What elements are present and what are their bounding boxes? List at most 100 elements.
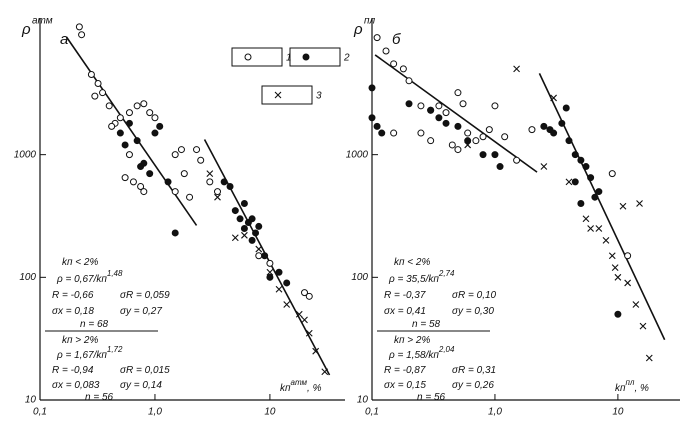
point [240,199,248,207]
annotation-text: R = -0,66 [52,290,94,301]
panel-letter: б [392,31,401,48]
annotation-sup: 1,72 [107,345,123,354]
annotation-text: σR = 0,31 [452,365,496,376]
point [275,268,283,276]
point [156,122,164,130]
point [283,279,291,287]
point [197,156,205,164]
y-label-sup: пл [364,16,376,27]
x-label-sup: пл [626,378,635,387]
point [214,193,221,201]
point [624,252,632,260]
y-tick-label: 1000 [346,149,369,160]
point [248,236,256,244]
point [301,289,309,297]
point [133,102,141,110]
annotation-text: σR = 0,059 [120,290,170,301]
point [252,229,260,237]
point [611,264,619,272]
annotation-text: n = 56 [417,392,446,403]
annotation: R = -0,87 [384,365,426,376]
annotation-text: σy = 0,26 [452,380,494,391]
point [571,178,579,186]
point [448,141,456,149]
annotation: kп > 2% [62,335,98,346]
annotation: σy = 0,26 [452,380,494,391]
point [587,174,595,182]
point [305,292,313,300]
point [399,65,407,73]
annotation-text: σy = 0,30 [452,306,494,317]
point [464,137,472,145]
point [78,31,86,39]
point [464,141,472,149]
point [427,137,435,145]
point [632,301,640,308]
annotation: n = 56 [417,392,446,403]
point [180,170,188,178]
point [513,156,521,164]
point [417,102,425,110]
y-tick-label: 100 [19,272,36,283]
x-label: kпатм, % [280,378,322,394]
annotation-text: σx = 0,083 [52,380,100,391]
point [619,202,627,210]
point [206,178,214,186]
point [405,77,413,85]
point [435,102,443,110]
annotation: ρ = 35,5/kп2,74 [388,269,455,285]
point [501,133,509,141]
point [255,222,263,230]
point [577,156,585,164]
point [390,129,398,137]
x-label-suffix: , % [634,383,649,394]
point [305,329,313,337]
annotation: σR = 0,31 [452,365,496,376]
annotation: σx = 0,41 [384,306,426,317]
annotation-text: R = -0,37 [384,290,426,301]
annotation: σR = 0,059 [120,290,170,301]
point [137,183,145,191]
point [464,129,472,137]
point [220,178,228,186]
legend-label: 1 [286,53,292,64]
legend-marker [274,91,282,99]
point [540,122,548,130]
point [186,193,194,201]
point [121,174,129,182]
annotation-text: kп < 2% [62,257,98,268]
point [213,188,221,196]
point [266,273,274,281]
annotation: ρ = 1,67/kп1,72 [56,345,123,361]
x-tick-label: 1,0 [148,407,162,418]
point [591,193,599,201]
point [295,310,303,318]
point [255,252,263,260]
point [562,104,570,112]
x-label-text: kп [615,383,626,394]
point [171,229,179,237]
annotation-text: σx = 0,18 [52,306,94,317]
point [231,234,239,242]
annotation: σR = 0,015 [120,365,170,376]
annotation: ρ = 1,58/kп2,04 [388,345,455,361]
point [595,225,603,232]
point [129,178,137,186]
x-label-text: kп [280,383,291,394]
x-tick-label: 0,1 [33,407,47,418]
point [261,252,269,260]
point [140,100,148,108]
point [382,47,390,55]
point [454,122,462,130]
annotation-text: n = 56 [85,392,114,403]
point [491,151,499,159]
annotation: n = 68 [80,319,109,330]
point [231,207,239,215]
y-label-sup: атм [32,16,53,27]
point [442,109,450,117]
annotation-text: R = -0,94 [52,365,94,376]
annotation-sup: 2,04 [438,345,455,354]
annotation-text: ρ = 0,67/kп [56,274,107,285]
annotation-text: n = 68 [80,319,109,330]
